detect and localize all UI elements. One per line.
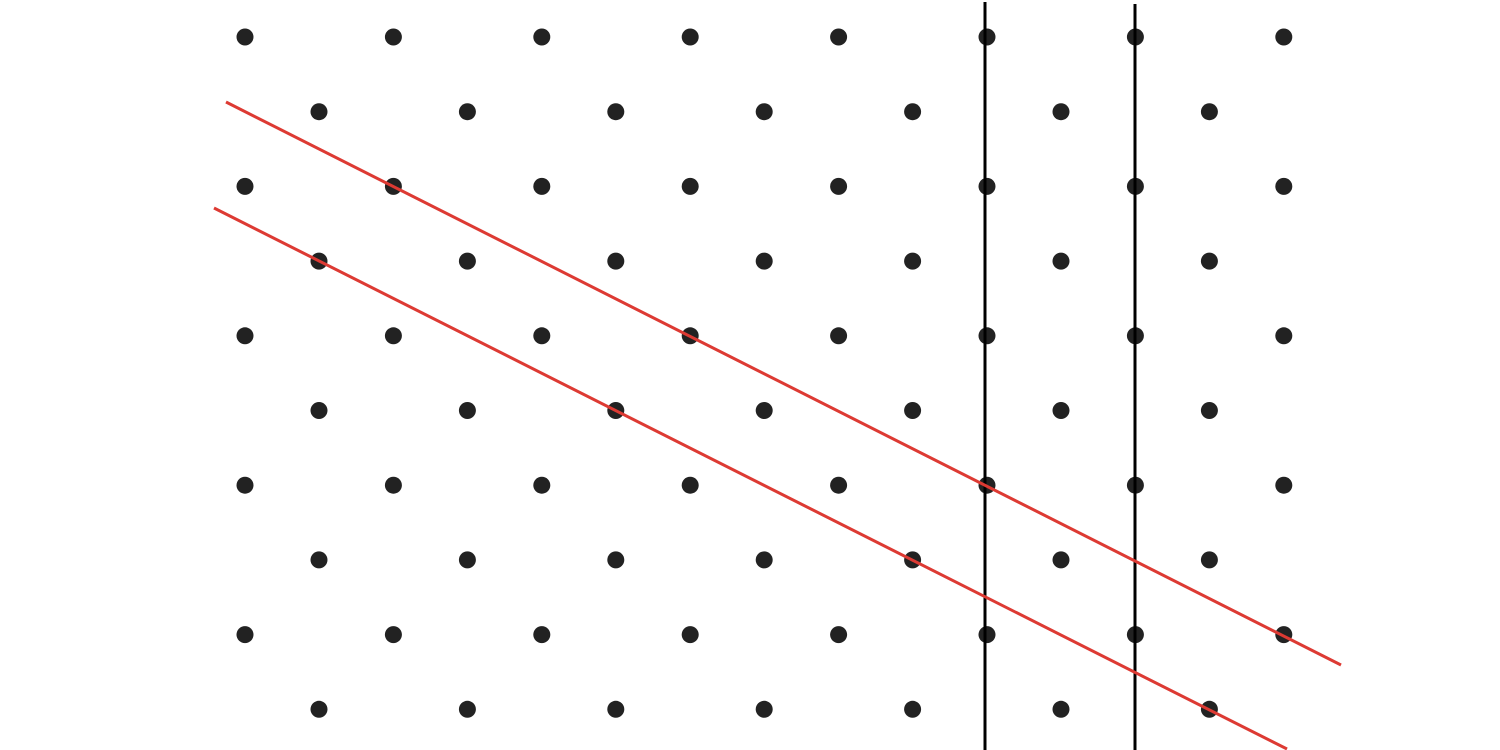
lattice-dot: [458, 551, 476, 569]
lattice-dot: [681, 626, 699, 644]
lattice-dot: [1052, 551, 1070, 569]
diagonal-lines-layer: [213, 100, 1342, 750]
lattice-dot: [1275, 177, 1293, 195]
lattice-dot: [236, 327, 254, 345]
lattice-dot: [755, 551, 773, 569]
lattice-dot: [830, 28, 848, 46]
lattice-dot: [1200, 551, 1218, 569]
red-diagonal-line-2: [213, 206, 1288, 750]
lattice-dot: [904, 402, 922, 419]
lattice-dot: [236, 476, 254, 494]
lattice-dot: [978, 28, 996, 46]
lattice-dot: [607, 252, 625, 270]
lattice-dot: [1052, 700, 1070, 718]
lattice-dot: [755, 402, 773, 419]
lattice-dot: [830, 327, 848, 345]
lattice-dot: [310, 402, 328, 419]
lattice-dot: [755, 103, 773, 121]
lattice-dot: [1275, 476, 1293, 494]
lattice-dot: [607, 700, 625, 718]
lattice-dot: [533, 327, 551, 345]
lattice-dot: [1052, 103, 1070, 121]
lattice-dot: [310, 103, 328, 121]
lattice-dot: [310, 700, 328, 718]
lattice-dot: [978, 626, 996, 644]
lattice-dot: [533, 28, 551, 46]
lattice-dot: [458, 700, 476, 718]
lattice-dot: [904, 103, 922, 121]
lattice-dot: [830, 177, 848, 195]
lattice-dot: [384, 476, 402, 494]
lattice-dot: [236, 626, 254, 644]
lattice-dot: [458, 252, 476, 270]
red-diagonal-line-1: [225, 100, 1342, 667]
lattice-dot: [1275, 327, 1293, 345]
lattice-dot: [384, 28, 402, 46]
lattice-dot: [384, 626, 402, 644]
lattice-dot: [681, 177, 699, 195]
lattice-dot: [830, 626, 848, 644]
lattice-dot: [830, 476, 848, 494]
lattice-dot: [310, 551, 328, 569]
lattice-dot: [533, 626, 551, 644]
lattice-dot: [1200, 252, 1218, 270]
lattice-dot: [1052, 402, 1070, 419]
lattice-dot: [1052, 252, 1070, 270]
lattice-dot: [978, 177, 996, 195]
lattice-dot: [755, 252, 773, 270]
lattice-dot: [681, 28, 699, 46]
lattice-dot: [904, 252, 922, 270]
vertical-lines-layer: [983, 2, 1137, 750]
lattice-dot: [1200, 103, 1218, 121]
lattice-dot: [904, 700, 922, 718]
lattice-dot: [607, 103, 625, 121]
lattice-dot: [607, 551, 625, 569]
lattice-dot: [533, 476, 551, 494]
lattice-dot: [978, 327, 996, 345]
lattice-dot: [1200, 402, 1218, 419]
lattice-dot: [533, 177, 551, 195]
lattice-dot: [1275, 28, 1293, 46]
lattice-dot: [384, 327, 402, 345]
lattice-dot: [458, 103, 476, 121]
lattice-dot: [681, 476, 699, 494]
lattice-dot: [236, 177, 254, 195]
lattice-dot: [236, 28, 254, 46]
lattice-dot: [458, 402, 476, 419]
lattice-dot: [755, 700, 773, 718]
